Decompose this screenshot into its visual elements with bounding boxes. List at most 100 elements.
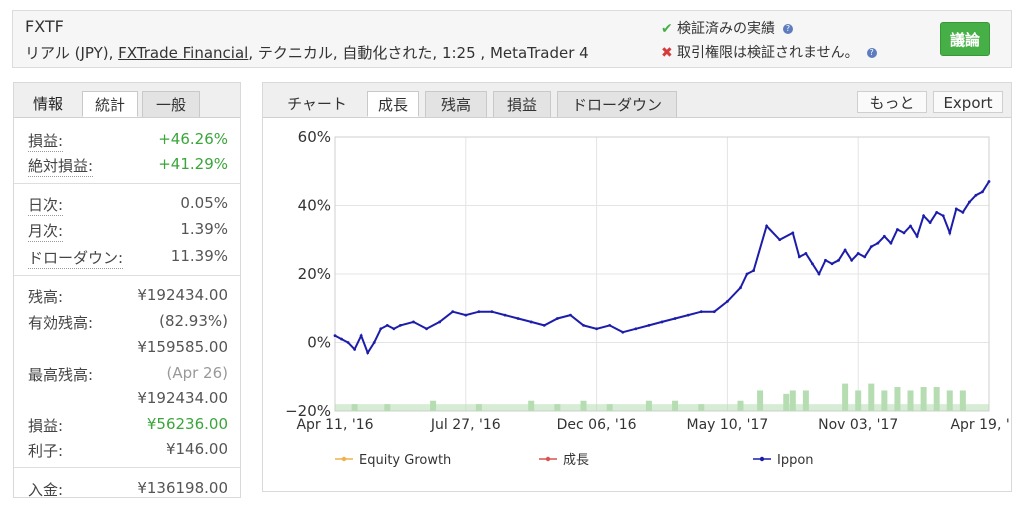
stat-row-equity-value: ¥159585.00 xyxy=(14,335,240,359)
series-point xyxy=(804,252,808,255)
stat-label: 月次: xyxy=(28,222,64,242)
help-icon[interactable]: ? xyxy=(866,48,877,58)
series-point xyxy=(464,313,468,317)
series-point xyxy=(359,334,363,338)
legend-label[interactable]: 成長 xyxy=(563,453,589,468)
series-point xyxy=(824,258,827,262)
verified-track-label: 検証済みの実績 xyxy=(677,21,775,37)
series-point xyxy=(569,313,572,317)
series-point xyxy=(817,272,821,276)
series-point xyxy=(379,327,383,331)
series-point xyxy=(882,234,886,238)
series-point xyxy=(797,255,801,259)
series-point xyxy=(863,255,867,259)
series-point xyxy=(686,313,690,317)
help-icon[interactable]: ? xyxy=(783,24,793,34)
x-tick-label: Apr 11, '16 xyxy=(296,417,373,433)
stats-panel: 情報 統計 一般 損益: +46.26% 絶対損益: +41.29% 日次: 0.05… xyxy=(13,82,241,498)
tab-general[interactable]: 一般 xyxy=(142,91,200,117)
series-line-ippon xyxy=(334,180,990,356)
series-point xyxy=(974,193,978,197)
stat-row-gain: 損益: +46.26% xyxy=(14,127,240,152)
account-details: , テクニカル, 自動化された, 1:25 , MetaTrader 4 xyxy=(248,44,589,62)
series-point xyxy=(353,347,357,351)
volume-bar xyxy=(842,383,849,411)
volume-baseline xyxy=(335,404,989,411)
legend-marker[interactable] xyxy=(341,456,347,462)
series-point xyxy=(438,320,442,324)
series-point xyxy=(647,323,651,327)
series-point xyxy=(333,334,337,338)
stat-value: 0.05% xyxy=(180,194,228,212)
series-point xyxy=(765,224,769,228)
more-button[interactable]: もっと xyxy=(857,91,927,113)
stat-value: +41.29% xyxy=(158,155,228,173)
series-point xyxy=(608,323,612,327)
stat-label: 残高: xyxy=(28,288,64,306)
series-point xyxy=(425,327,428,331)
series-point xyxy=(399,323,402,327)
y-tick-label: 0% xyxy=(307,334,331,352)
stat-label: 入金: xyxy=(28,481,64,498)
tab-drawdown[interactable]: ドローダウン xyxy=(557,91,677,117)
series-point xyxy=(529,320,533,324)
account-header: FXTF リアル (JPY), FXTrade Financial, テクニカル… xyxy=(12,10,1012,68)
chart-tabbar: チャート 成長 残高 損益 ドローダウン もっと Export xyxy=(263,83,1011,118)
check-icon: ✔ xyxy=(661,21,673,37)
series-point xyxy=(889,241,893,245)
stat-label: 損益: xyxy=(28,132,64,152)
x-tick-label: Jul 27, '16 xyxy=(430,417,501,433)
account-type: リアル (JPY), xyxy=(25,44,119,62)
series-point xyxy=(830,262,834,266)
tab-profit[interactable]: 損益 xyxy=(493,91,551,117)
stat-label: ドローダウン: xyxy=(28,249,124,269)
discuss-button[interactable]: 議論 xyxy=(940,22,990,56)
tab-growth[interactable]: 成長 xyxy=(367,91,419,117)
legend-label[interactable]: Equity Growth xyxy=(359,453,451,468)
stat-row-highest-value: ¥192434.00 xyxy=(14,386,240,410)
volume-bar xyxy=(881,390,888,411)
y-tick-label: 60% xyxy=(298,128,331,146)
series-point xyxy=(954,207,958,211)
series-point xyxy=(366,351,370,355)
stat-row-profit: 損益: ¥56236.00 xyxy=(14,412,240,436)
legend-label[interactable]: Ippon xyxy=(777,453,814,468)
series-point xyxy=(621,330,625,334)
volume-bar xyxy=(933,387,940,411)
series-point xyxy=(582,323,585,327)
series-point xyxy=(843,248,847,252)
stat-value: ¥192434.00 xyxy=(137,286,228,304)
series-point xyxy=(595,327,598,331)
stat-row-drawdown: ドローダウン: 11.39% xyxy=(14,244,240,269)
series-point xyxy=(915,234,919,238)
legend-marker[interactable] xyxy=(545,456,551,462)
stat-value: ¥159585.00 xyxy=(137,338,228,356)
x-tick-label: Apr 19, '18 xyxy=(950,417,1011,433)
series-point xyxy=(673,317,677,320)
series-point xyxy=(699,310,703,314)
tab-chart[interactable]: チャート xyxy=(287,95,347,113)
series-point xyxy=(634,327,638,331)
series-point xyxy=(726,300,729,303)
volume-bar xyxy=(920,387,927,411)
tab-stats[interactable]: 統計 xyxy=(82,91,138,117)
legend-marker[interactable] xyxy=(759,456,765,462)
stat-row-balance: 残高: ¥192434.00 xyxy=(14,283,240,307)
series-point xyxy=(981,190,984,194)
x-tick-label: Nov 03, '17 xyxy=(818,417,898,433)
x-tick-label: May 10, '17 xyxy=(687,417,769,433)
stat-row-deposits: 入金: ¥136198.00 xyxy=(14,476,240,498)
tab-info[interactable]: 情報 xyxy=(32,95,63,113)
volume-bar xyxy=(946,390,953,411)
stat-row-abs-gain: 絶対損益: +41.29% xyxy=(14,152,240,177)
series-point xyxy=(660,320,664,324)
cross-icon: ✖ xyxy=(661,45,673,61)
export-button[interactable]: Export xyxy=(933,91,1003,113)
broker-link[interactable]: FXTrade Financial xyxy=(118,44,249,62)
series-point xyxy=(935,210,939,214)
series-point xyxy=(850,258,854,262)
volume-bar xyxy=(789,390,796,411)
series-point xyxy=(791,231,795,235)
series-point xyxy=(941,214,945,218)
tab-balance[interactable]: 残高 xyxy=(425,91,487,117)
